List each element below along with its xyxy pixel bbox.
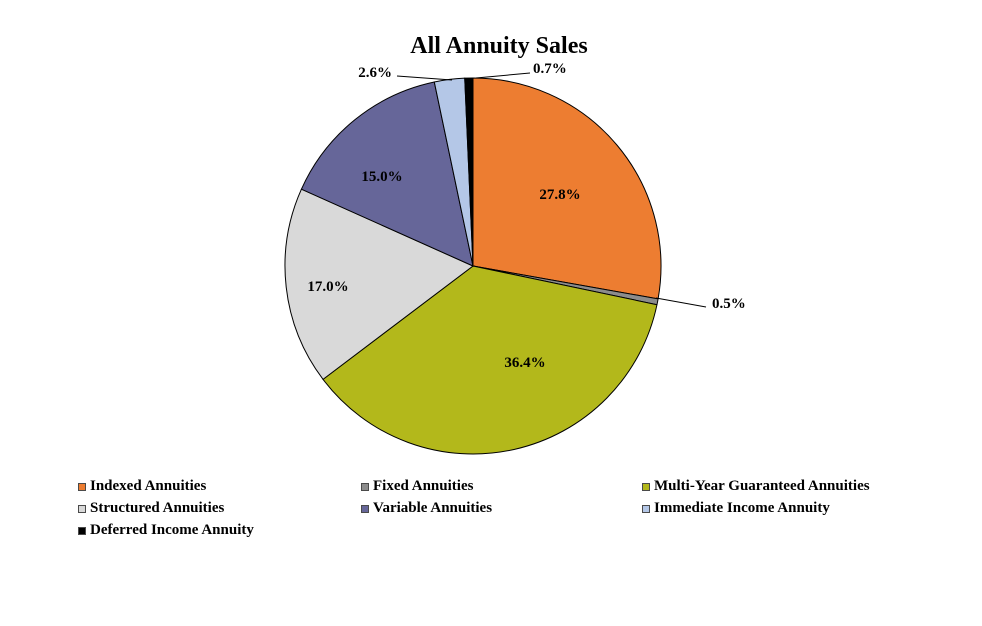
legend-item: Fixed Annuities — [361, 478, 473, 495]
legend-swatch — [78, 526, 86, 535]
legend-swatch — [361, 504, 369, 513]
pie-slices — [284, 77, 662, 455]
pie-slice-indexed-annuities — [472, 77, 662, 300]
data-label: 0.5% — [712, 296, 746, 312]
legend-swatch — [78, 504, 86, 513]
legend-swatch — [642, 504, 650, 513]
leader-lines — [396, 72, 707, 308]
leader-line — [475, 72, 531, 79]
data-labels: 27.8% 0.5% 36.4% 17.0% 15.0% 2.6% 0.7% — [307, 61, 745, 371]
data-label: 36.4% — [504, 355, 545, 371]
data-label: 2.6% — [358, 65, 392, 81]
legend-label: Structured Annuities — [90, 500, 225, 516]
data-label: 0.7% — [533, 61, 567, 77]
pie-slice-multi-year-guaranteed-annuities — [322, 265, 658, 455]
legend-swatch — [361, 482, 369, 491]
pie-slice-deferred-income-annuity — [464, 77, 474, 267]
legend-swatch — [78, 482, 86, 491]
legend-item: Immediate Income Annuity — [642, 500, 830, 517]
data-label: 27.8% — [539, 187, 580, 203]
legend-item: Multi-Year Guaranteed Annuities — [642, 478, 870, 495]
leader-line — [396, 75, 453, 81]
legend-label: Variable Annuities — [373, 500, 493, 516]
legend-label: Immediate Income Annuity — [654, 500, 830, 516]
data-label: 17.0% — [307, 279, 348, 295]
data-label: 15.0% — [361, 169, 402, 185]
legend-label: Indexed Annuities — [90, 478, 207, 494]
pie-slice-variable-annuities — [300, 81, 474, 267]
legend-swatch — [642, 482, 650, 491]
legend-label: Fixed Annuities — [373, 478, 474, 494]
legend-item: Indexed Annuities — [78, 478, 206, 495]
legend-label: Multi-Year Guaranteed Annuities — [654, 478, 870, 494]
leader-line — [655, 297, 707, 308]
legend-item: Structured Annuities — [78, 500, 224, 517]
chart-title: All Annuity Sales — [410, 33, 587, 59]
legend-item: Variable Annuities — [361, 500, 492, 517]
legend-label: Deferred Income Annuity — [90, 522, 254, 538]
pie-slice-structured-annuities — [284, 188, 474, 381]
legend-item: Deferred Income Annuity — [78, 522, 254, 539]
